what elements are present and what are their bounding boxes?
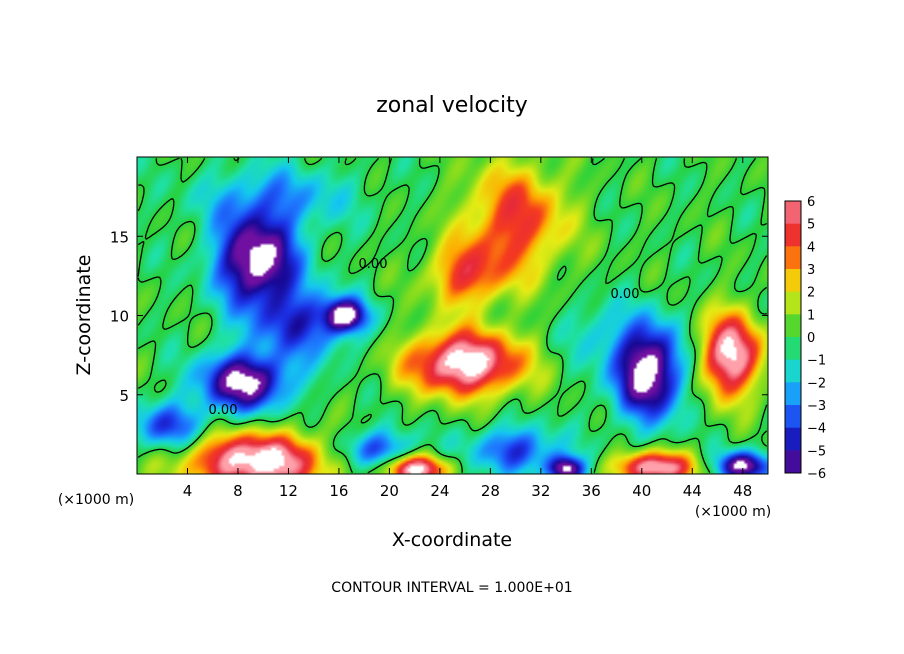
colorbar-segment (785, 291, 801, 315)
contour-label: 0.00 (611, 287, 640, 302)
colorbar-segment (785, 337, 801, 361)
colorbar-label: 5 (807, 218, 815, 233)
colorbar-segment (785, 314, 801, 338)
x-axis-label: X-coordinate (392, 529, 512, 551)
x-tick-label: 28 (481, 482, 500, 500)
colorbar-label: −6 (807, 467, 826, 482)
colorbar-label: −2 (807, 376, 826, 391)
colorbar-label: −5 (807, 444, 826, 459)
y-tick-label: 5 (119, 387, 129, 405)
x-tick-label: 20 (380, 482, 399, 500)
colorbar-segment (785, 201, 801, 225)
x-tick-label: 36 (582, 482, 601, 500)
colorbar-label: 6 (807, 195, 815, 210)
x-tick-label: 48 (733, 482, 752, 500)
colorbar-label: −1 (807, 354, 826, 369)
x-tick-label: 4 (183, 482, 193, 500)
colorbar-segment (785, 359, 801, 383)
x-tick-label: 40 (632, 482, 651, 500)
x-tick-label: 44 (683, 482, 702, 500)
chart-title: zonal velocity (376, 93, 528, 118)
x-tick-label: 8 (233, 482, 243, 500)
x-tick-label: 32 (531, 482, 550, 500)
zero-contour-line (137, 157, 768, 474)
colorbar-label: −3 (807, 399, 826, 414)
x-tick-label: 16 (329, 482, 348, 500)
contour-interval-note: CONTOUR INTERVAL = 1.000E+01 (331, 580, 572, 596)
colorbar-segment (785, 427, 801, 451)
y-tick-label: 10 (110, 308, 129, 326)
colorbar-segment (785, 450, 801, 474)
colorbar-segment (785, 405, 801, 429)
contour-labels: 0.00 0.00 0.00 (209, 257, 640, 418)
colorbar-label: −4 (807, 422, 826, 437)
contour-lines (137, 157, 768, 474)
colorbar-frame (784, 200, 802, 474)
colorbar-segment (785, 382, 801, 406)
y-tick-label: 15 (110, 228, 129, 246)
colorbar-label: 4 (807, 240, 815, 255)
colorbar-label: 2 (807, 286, 815, 301)
x-tick-label: 12 (279, 482, 298, 500)
colorbar-segment (785, 246, 801, 270)
plot-area (136, 156, 769, 475)
colorbar-segment (785, 223, 801, 247)
heatmap-field (137, 157, 768, 474)
x-tick-label: 24 (430, 482, 449, 500)
colorbar-label: 1 (807, 308, 815, 323)
contour-label: 0.00 (359, 257, 388, 272)
contour-label: 0.00 (209, 403, 238, 418)
x-unit-left: (×1000 m) (58, 492, 134, 508)
colorbar-segment (785, 269, 801, 293)
colorbar-label: 0 (807, 331, 815, 346)
y-axis: 5 10 15 (110, 228, 768, 405)
x-unit-right: (×1000 m) (695, 504, 771, 520)
x-axis: 4 8 12 16 20 24 28 32 36 40 44 48 (183, 157, 752, 500)
y-axis-label: Z-coordinate (73, 255, 95, 376)
colorbar: 6 5 4 3 2 1 0 −1 −2 −3 −4 −5 −6 (784, 195, 826, 482)
colorbar-label: 3 (807, 263, 815, 278)
